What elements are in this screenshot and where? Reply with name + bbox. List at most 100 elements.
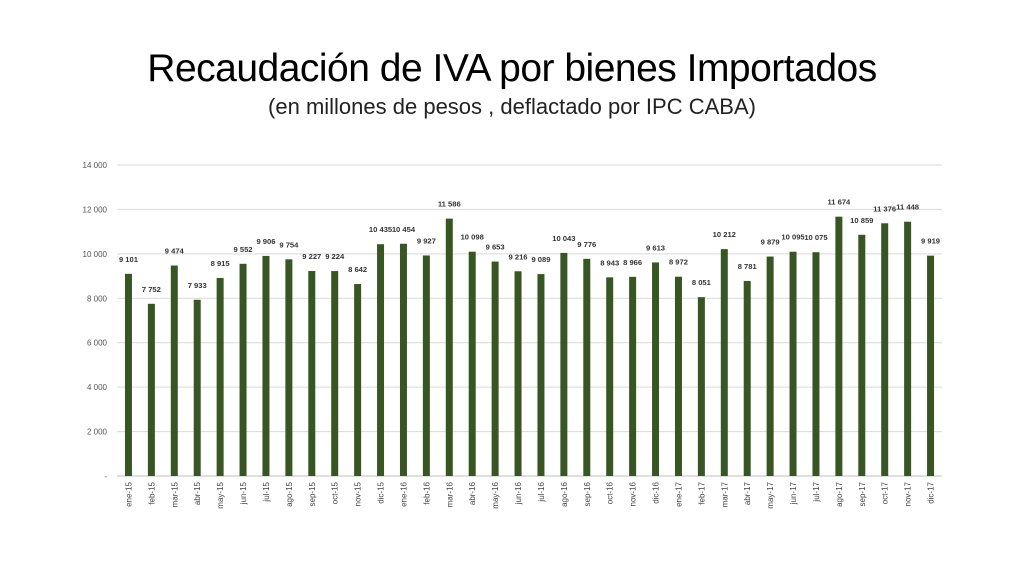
y-tick-label: 4 000	[87, 383, 108, 392]
y-tick-label: 10 000	[83, 250, 108, 259]
x-tick-label: ago-15	[285, 481, 294, 506]
x-tick-label: jul-15	[262, 481, 271, 502]
x-tick-label: nov-15	[354, 481, 363, 506]
data-label: 9 919	[921, 237, 940, 246]
data-label: 11 376	[873, 204, 896, 213]
x-tick-label: ene-15	[124, 481, 133, 506]
bar	[422, 255, 430, 476]
data-label: 9 776	[577, 240, 596, 249]
data-label: 9 927	[417, 236, 436, 245]
data-label: 10 095	[781, 233, 805, 242]
data-label: 9 216	[509, 252, 528, 261]
x-tick-label: ago-16	[560, 481, 569, 506]
bar	[445, 218, 453, 476]
bar	[858, 234, 866, 476]
data-label: 10 075	[804, 233, 828, 242]
bar	[331, 271, 339, 476]
data-label: 8 972	[669, 258, 688, 267]
bar	[399, 243, 407, 476]
slide-title: Recaudación de IVA por bienes Importados	[147, 47, 877, 90]
data-label: 11 448	[896, 203, 919, 212]
x-tick-label: mar-16	[445, 481, 454, 507]
data-label: 10 098	[461, 233, 484, 242]
x-tick-label: abr-15	[193, 481, 202, 505]
bar	[720, 249, 728, 476]
x-tick-label: jun-16	[514, 481, 523, 505]
x-tick-label: dic-15	[377, 481, 386, 503]
bar	[789, 251, 797, 476]
data-label: 9 089	[531, 255, 550, 264]
bar	[124, 273, 132, 476]
x-tick-label: may-17	[766, 481, 775, 508]
x-tick-label: dic-16	[652, 481, 661, 503]
bar	[881, 223, 889, 476]
bar	[835, 216, 843, 477]
bar	[766, 256, 774, 476]
bar	[904, 221, 912, 476]
bar	[285, 259, 293, 476]
x-tick-label: dic-17	[927, 481, 936, 503]
x-tick-label: sep-15	[308, 481, 317, 506]
bar	[514, 271, 522, 476]
data-label: 9 227	[302, 252, 321, 261]
data-label: 11 586	[438, 200, 461, 209]
data-label: 9 474	[165, 247, 185, 256]
bar	[583, 258, 591, 476]
bar	[652, 262, 660, 476]
x-tick-label: abr-17	[743, 481, 752, 505]
x-tick-label: abr-16	[468, 481, 477, 505]
x-tick-label: feb-16	[422, 481, 431, 504]
data-label: 9 101	[119, 255, 139, 264]
x-tick-label: nov-17	[904, 481, 913, 506]
bar	[262, 255, 270, 476]
x-tick-label: jul-16	[537, 481, 546, 502]
x-tick-label: mar-15	[170, 481, 179, 507]
x-tick-label: jun-17	[789, 481, 798, 505]
title-block: Recaudación de IVA por bienes Importados…	[0, 46, 1024, 122]
bar	[606, 277, 614, 476]
data-label: 10 859	[850, 216, 873, 225]
x-tick-label: oct-17	[881, 481, 890, 504]
data-label: 7 752	[142, 285, 161, 294]
bar	[629, 276, 637, 476]
data-label: 11 674	[827, 198, 851, 207]
bar	[560, 252, 568, 476]
data-label: 9 653	[486, 243, 505, 252]
data-label: 8 915	[211, 259, 231, 268]
bar	[674, 276, 682, 476]
y-tick-label: 2 000	[87, 428, 108, 437]
bar	[377, 244, 385, 476]
data-label: 9 879	[761, 238, 780, 247]
data-label: 7 933	[188, 281, 207, 290]
x-tick-label: mar-17	[720, 481, 729, 507]
data-label: 10 454	[392, 225, 416, 234]
bar	[170, 265, 178, 476]
x-tick-label: feb-15	[147, 481, 156, 504]
y-tick-label: -	[104, 472, 107, 481]
y-tick-label: 6 000	[87, 339, 108, 348]
x-tick-label: oct-16	[606, 481, 615, 504]
x-tick-label: nov-16	[629, 481, 638, 506]
x-tick-label: sep-17	[858, 481, 867, 506]
bar	[537, 274, 545, 476]
bar	[743, 280, 751, 476]
data-label: 8 642	[348, 265, 367, 274]
bar	[354, 284, 362, 476]
data-label: 8 966	[623, 258, 642, 267]
y-tick-label: 12 000	[83, 205, 108, 214]
data-label: 9 224	[325, 252, 345, 261]
x-tick-label: feb-17	[697, 481, 706, 504]
data-label: 8 943	[600, 258, 619, 267]
data-label: 8 781	[738, 262, 758, 271]
bar	[697, 297, 705, 476]
data-label: 10 212	[713, 230, 736, 239]
x-tick-label: may-16	[491, 481, 500, 508]
y-tick-label: 14 000	[83, 161, 108, 170]
data-label: 9 613	[646, 243, 665, 252]
bar	[927, 255, 935, 476]
data-label: 10 435	[369, 225, 393, 234]
x-tick-label: jun-15	[239, 481, 248, 505]
slide-subtitle: (en millones de pesos , deflactado por I…	[268, 94, 756, 119]
bar	[308, 271, 316, 476]
